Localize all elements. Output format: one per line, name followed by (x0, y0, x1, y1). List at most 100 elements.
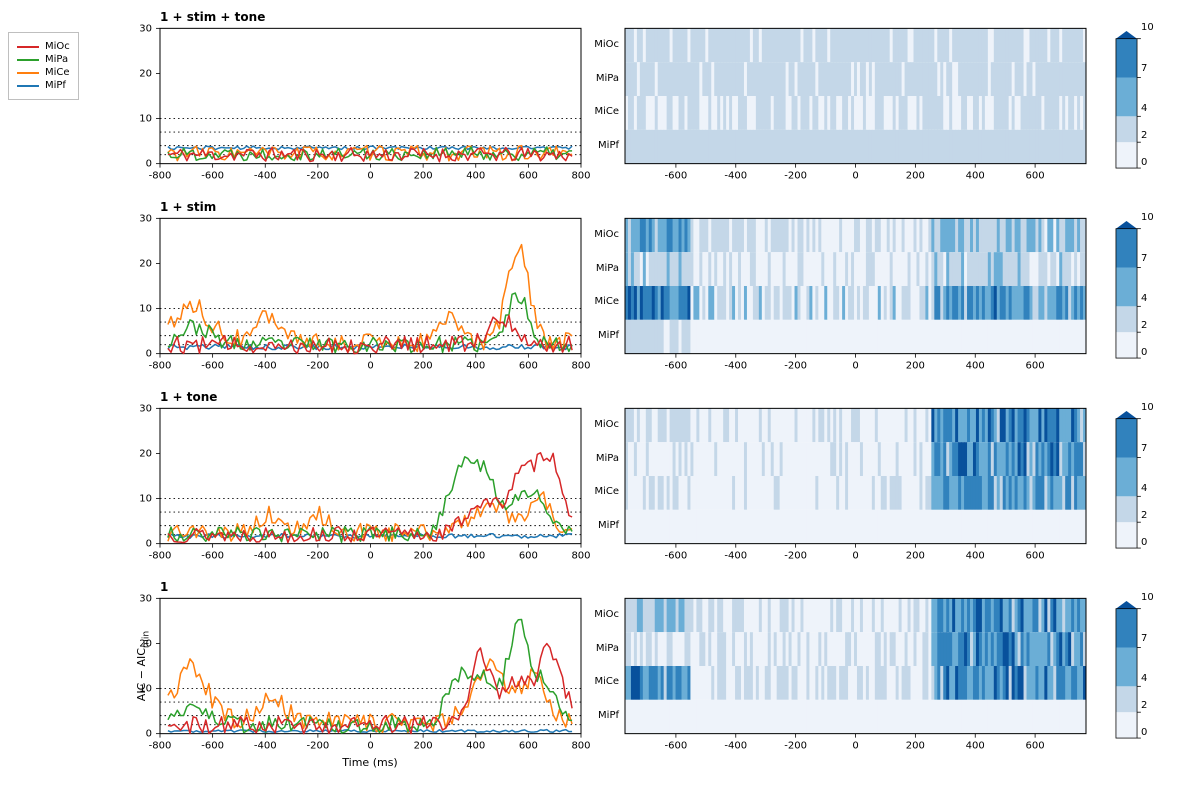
svg-text:200: 200 (906, 741, 925, 752)
svg-text:200: 200 (414, 361, 433, 372)
svg-text:200: 200 (414, 171, 433, 182)
legend-swatch (17, 46, 39, 48)
svg-text:600: 600 (1026, 361, 1045, 372)
svg-text:20: 20 (139, 448, 152, 459)
heatmap-row-label: MiPa (577, 453, 619, 464)
svg-text:400: 400 (466, 551, 485, 562)
colorbar-tick-label: 0 (1141, 157, 1147, 168)
colorbar-tick-label: 4 (1141, 103, 1147, 114)
svg-text:10: 10 (139, 114, 152, 125)
legend-item: MiPa (17, 54, 70, 65)
colorbar-tick-label: 7 (1141, 633, 1147, 644)
colorbar-tick-label: 7 (1141, 63, 1147, 74)
legend-label: MiPa (45, 54, 68, 65)
colorbar-tick-label: 7 (1141, 443, 1147, 454)
svg-text:400: 400 (466, 171, 485, 182)
svg-text:200: 200 (906, 361, 925, 372)
colorbar-tick-label: 4 (1141, 673, 1147, 684)
svg-text:600: 600 (519, 171, 538, 182)
svg-text:200: 200 (906, 171, 925, 182)
svg-text:-200: -200 (784, 361, 807, 372)
svg-text:-400: -400 (254, 171, 277, 182)
svg-text:-800: -800 (149, 741, 172, 752)
svg-text:-800: -800 (149, 551, 172, 562)
svg-text:0: 0 (852, 551, 858, 562)
svg-text:-600: -600 (665, 551, 688, 562)
y-axis-label: AIC − AICmin (135, 630, 151, 700)
svg-text:-600: -600 (665, 741, 688, 752)
svg-text:-400: -400 (254, 361, 277, 372)
svg-text:800: 800 (571, 361, 590, 372)
svg-text:30: 30 (139, 213, 152, 224)
heatmap-row-label: MiPf (577, 520, 619, 531)
svg-text:600: 600 (1026, 741, 1045, 752)
heatmap-row-label: MiOc (577, 609, 619, 620)
svg-text:-400: -400 (724, 361, 747, 372)
svg-text:0: 0 (367, 741, 373, 752)
svg-text:800: 800 (571, 551, 590, 562)
svg-text:30: 30 (139, 593, 152, 604)
colorbar-tick-label: 2 (1141, 510, 1147, 521)
heatmap-row-label: MiOc (577, 39, 619, 50)
svg-text:20: 20 (139, 68, 152, 79)
svg-text:-800: -800 (149, 171, 172, 182)
svg-text:-400: -400 (254, 551, 277, 562)
svg-text:-200: -200 (307, 741, 330, 752)
colorbar-tick-label: 0 (1141, 347, 1147, 358)
svg-text:600: 600 (1026, 171, 1045, 182)
svg-text:400: 400 (966, 361, 985, 372)
colorbar-tick-label: 2 (1141, 130, 1147, 141)
svg-text:0: 0 (146, 539, 152, 550)
colorbar-tick-label: 4 (1141, 293, 1147, 304)
svg-text:-200: -200 (784, 741, 807, 752)
colorbar-tick-label: 10 (1141, 22, 1154, 33)
legend-item: MiPf (17, 80, 70, 91)
svg-text:200: 200 (414, 551, 433, 562)
svg-text:-600: -600 (665, 361, 688, 372)
panel-title: 1 + stim + tone (160, 10, 265, 24)
svg-text:600: 600 (1026, 551, 1045, 562)
svg-text:800: 800 (571, 741, 590, 752)
svg-text:600: 600 (519, 551, 538, 562)
heatmap: -600-400-2000200400600MiOcMiPaMiCeMiPf (625, 218, 1085, 353)
legend: MiOc MiPa MiCe MiPf (8, 32, 79, 100)
svg-text:-400: -400 (724, 741, 747, 752)
legend-label: MiOc (45, 41, 70, 52)
x-axis-label: Time (ms) (342, 756, 397, 769)
svg-text:-600: -600 (201, 361, 224, 372)
svg-text:10: 10 (139, 494, 152, 505)
svg-text:0: 0 (367, 551, 373, 562)
svg-text:400: 400 (466, 741, 485, 752)
svg-text:-400: -400 (254, 741, 277, 752)
svg-text:-200: -200 (307, 361, 330, 372)
heatmap-row-label: MiPa (577, 263, 619, 274)
colorbar: 024710 (1115, 408, 1137, 543)
colorbar-tick-label: 0 (1141, 537, 1147, 548)
svg-text:400: 400 (466, 361, 485, 372)
lineplot: 1 + stim-800-600-400-2000200400600800010… (160, 218, 580, 353)
svg-text:400: 400 (966, 171, 985, 182)
svg-text:0: 0 (367, 171, 373, 182)
legend-item: MiOc (17, 41, 70, 52)
svg-text:0: 0 (146, 159, 152, 170)
heatmap-row-label: MiCe (577, 486, 619, 497)
svg-text:800: 800 (571, 171, 590, 182)
svg-text:0: 0 (146, 729, 152, 740)
svg-text:0: 0 (852, 361, 858, 372)
svg-text:0: 0 (852, 171, 858, 182)
panel-title: 1 + stim (160, 200, 216, 214)
legend-swatch (17, 85, 39, 87)
panel-title: 1 + tone (160, 390, 217, 404)
heatmap-row-label: MiCe (577, 296, 619, 307)
legend-swatch (17, 59, 39, 61)
colorbar-tick-label: 7 (1141, 253, 1147, 264)
svg-text:-400: -400 (724, 551, 747, 562)
heatmap-row-label: MiPf (577, 140, 619, 151)
heatmap-row-label: MiCe (577, 106, 619, 117)
svg-text:-800: -800 (149, 361, 172, 372)
heatmap-row-label: MiOc (577, 229, 619, 240)
heatmap-row-label: MiOc (577, 419, 619, 430)
heatmap: -600-400-2000200400600MiOcMiPaMiCeMiPf (625, 408, 1085, 543)
legend-label: MiCe (45, 67, 70, 78)
legend-label: MiPf (45, 80, 66, 91)
